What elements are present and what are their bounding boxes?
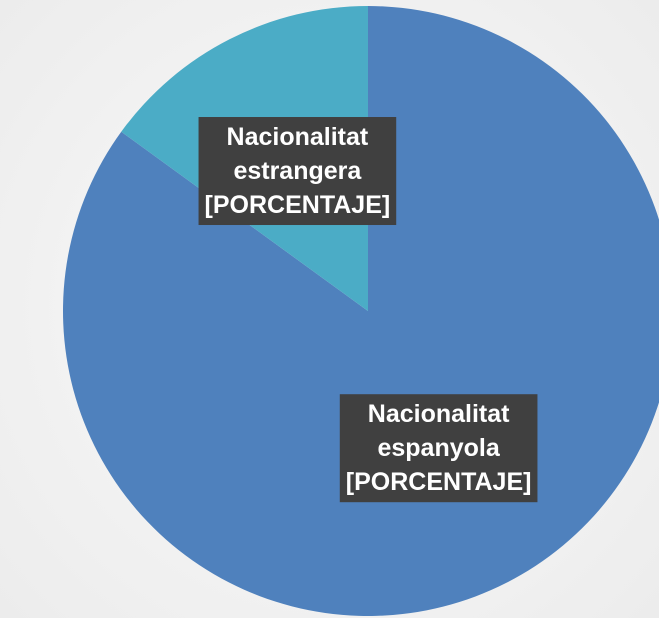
data-label-text: espanyola: [377, 434, 500, 462]
data-label-text: [PORCENTAJE]: [346, 468, 532, 496]
data-label-text: Nacionalitat: [368, 400, 510, 428]
data-label-text: [PORCENTAJE]: [205, 191, 391, 219]
data-label: Nacionalitat espanyola [PORCENTAJE]: [339, 394, 538, 503]
data-label-box: [339, 394, 538, 503]
data-label: Nacionalitat estrangera [PORCENTAJE]: [198, 117, 397, 226]
data-label-text: Nacionalitat: [227, 123, 369, 151]
data-label-box: [198, 117, 397, 226]
data-label-text: estrangera: [233, 157, 362, 185]
